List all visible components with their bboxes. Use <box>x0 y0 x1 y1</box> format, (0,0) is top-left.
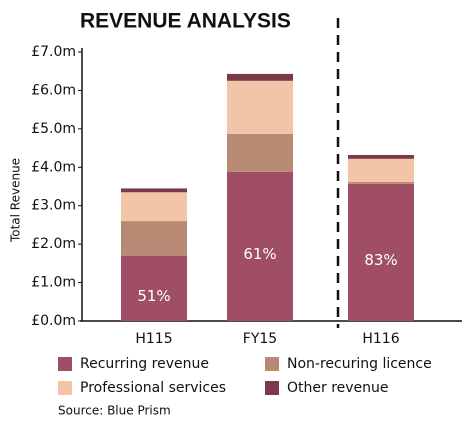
bar-segment <box>348 181 414 184</box>
y-tick-label: £4.0m <box>31 159 76 175</box>
chart-title: REVENUE ANALYSIS <box>80 10 291 33</box>
bar-segment <box>348 183 414 321</box>
y-tick-label: £2.0m <box>31 236 76 252</box>
y-tick-label: £5.0m <box>31 121 76 137</box>
x-tick-label: H116 <box>362 331 399 347</box>
bar-segment <box>227 73 293 81</box>
y-tick-label: £6.0m <box>31 82 76 98</box>
y-tick-label: £7.0m <box>31 44 76 60</box>
value-label: 83% <box>364 251 397 269</box>
x-tick-label: H115 <box>135 331 172 347</box>
bar-segment <box>227 133 293 172</box>
bar-segment <box>227 80 293 134</box>
legend-label: Non-recuring licence <box>287 356 432 372</box>
bar-segment <box>348 154 414 159</box>
bar-segment <box>121 192 187 222</box>
bar-segment <box>121 255 187 321</box>
legend-swatch <box>265 381 279 395</box>
legend-swatch <box>265 357 279 371</box>
bar-segment <box>121 188 187 193</box>
legend-label: Professional services <box>80 380 226 396</box>
legend-swatch <box>58 357 72 371</box>
bar-segment <box>348 158 414 182</box>
y-axis-label: Total Revenue <box>9 158 23 243</box>
source: Source: Blue Prism <box>58 404 171 418</box>
x-tick-label: FY15 <box>243 331 277 347</box>
legend-label: Other revenue <box>287 380 389 396</box>
legend-label: Recurring revenue <box>80 356 209 372</box>
legend-swatch <box>58 381 72 395</box>
value-label: 51% <box>137 287 170 305</box>
y-tick-label: £3.0m <box>31 198 76 214</box>
bar-segment <box>121 221 187 256</box>
bar-segment <box>227 171 293 321</box>
y-tick-label: £0.0m <box>31 313 76 329</box>
y-tick-label: £1.0m <box>31 275 76 291</box>
value-label: 61% <box>243 245 276 263</box>
